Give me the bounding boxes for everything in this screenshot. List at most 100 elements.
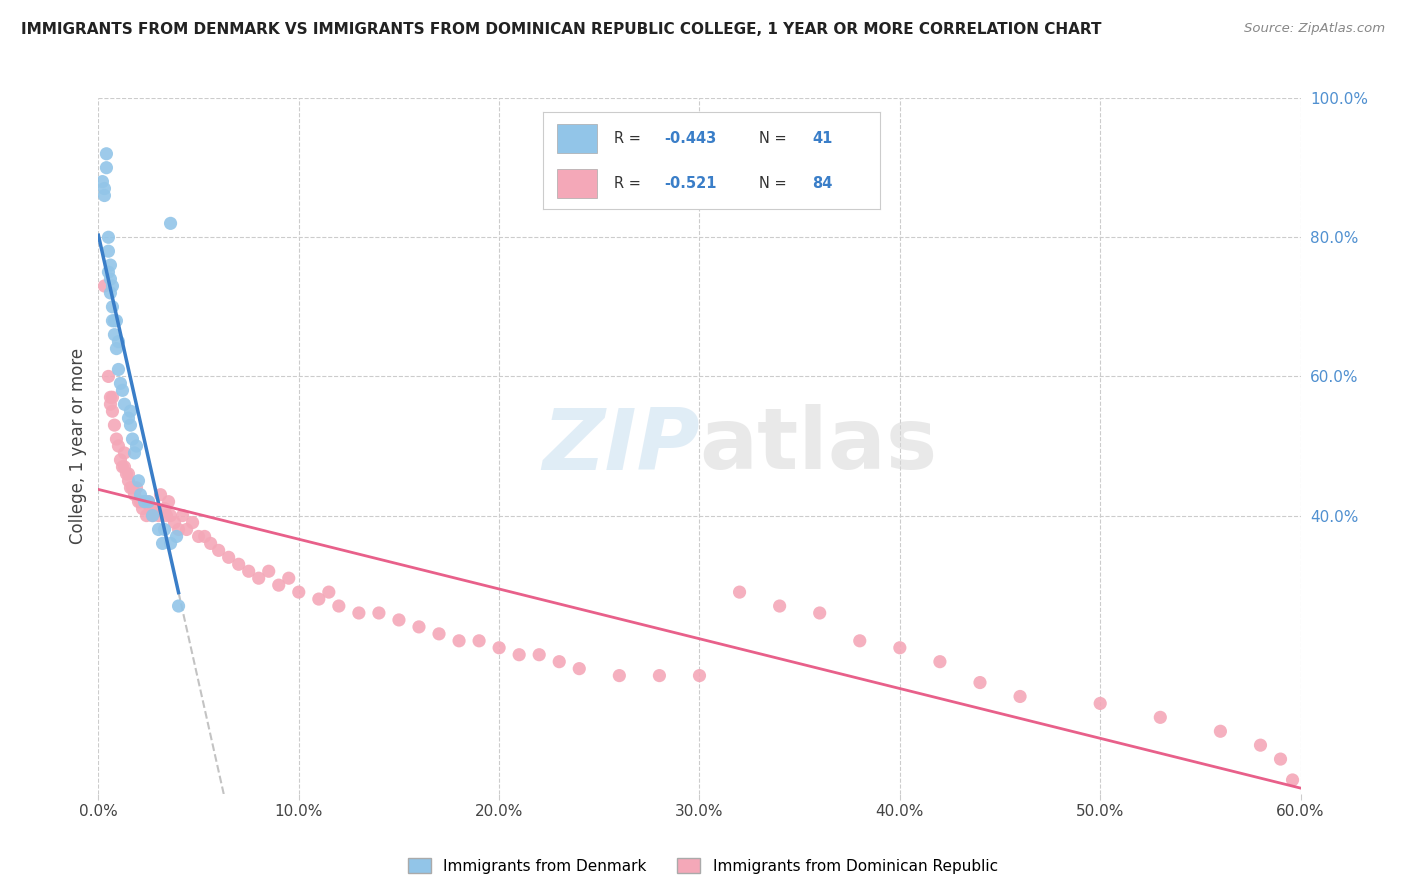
Point: [114, 397, 136, 411]
Point: [125, 439, 148, 453]
Point: [134, 494, 156, 508]
Point: [129, 494, 152, 508]
Point: [277, 571, 299, 585]
Point: [93, 279, 115, 293]
Point: [97, 369, 120, 384]
Point: [117, 411, 139, 425]
Point: [529, 648, 551, 662]
Point: [159, 216, 181, 230]
Point: [159, 536, 181, 550]
Point: [96, 146, 118, 161]
Point: [100, 272, 122, 286]
Point: [103, 327, 125, 342]
Point: [187, 529, 209, 543]
Point: [172, 508, 194, 523]
Point: [143, 501, 166, 516]
Point: [96, 161, 118, 175]
Point: [176, 523, 198, 537]
Point: [117, 467, 139, 481]
Point: [148, 508, 170, 523]
Point: [257, 564, 280, 578]
Point: [308, 592, 330, 607]
Point: [155, 508, 177, 523]
Point: [139, 501, 162, 516]
Point: [368, 606, 391, 620]
Point: [163, 516, 186, 530]
Point: [105, 432, 128, 446]
Point: [105, 342, 128, 356]
Text: IMMIGRANTS FROM DENMARK VS IMMIGRANTS FROM DOMINICAN REPUBLIC COLLEGE, 1 YEAR OR: IMMIGRANTS FROM DENMARK VS IMMIGRANTS FR…: [21, 22, 1101, 37]
Point: [218, 550, 240, 565]
Point: [1281, 772, 1303, 787]
Point: [929, 655, 952, 669]
Point: [120, 404, 142, 418]
Point: [889, 640, 911, 655]
Point: [157, 494, 180, 508]
Point: [447, 633, 470, 648]
Point: [100, 285, 122, 300]
Point: [107, 334, 129, 349]
Point: [488, 640, 510, 655]
Text: ZIP: ZIP: [541, 404, 700, 488]
Point: [388, 613, 411, 627]
Point: [288, 585, 311, 599]
Point: [120, 418, 142, 433]
Point: [101, 404, 124, 418]
Point: [141, 508, 163, 523]
Point: [200, 536, 222, 550]
Point: [101, 390, 124, 404]
Point: [111, 384, 134, 398]
Point: [115, 467, 138, 481]
Point: [689, 668, 711, 682]
Point: [93, 181, 115, 195]
Point: [1149, 710, 1171, 724]
Point: [1209, 724, 1232, 739]
Point: [93, 188, 115, 202]
Point: [728, 585, 751, 599]
Point: [141, 508, 163, 523]
Point: [117, 474, 139, 488]
Point: [107, 362, 129, 376]
Point: [648, 668, 671, 682]
Point: [166, 529, 188, 543]
Point: [97, 265, 120, 279]
Y-axis label: College, 1 year or more: College, 1 year or more: [69, 348, 87, 544]
Point: [135, 508, 157, 523]
Point: [131, 501, 153, 516]
Point: [129, 488, 152, 502]
Point: [138, 494, 160, 508]
Point: [110, 453, 132, 467]
Point: [97, 230, 120, 244]
Point: [120, 481, 142, 495]
Point: [159, 508, 181, 523]
Point: [153, 501, 176, 516]
Point: [1010, 690, 1032, 704]
Point: [769, 599, 792, 613]
Point: [427, 627, 450, 641]
Point: [101, 314, 124, 328]
Point: [153, 523, 176, 537]
Point: [508, 648, 530, 662]
Point: [318, 585, 340, 599]
Point: [167, 599, 190, 613]
Point: [124, 446, 146, 460]
Legend: Immigrants from Denmark, Immigrants from Dominican Republic: Immigrants from Denmark, Immigrants from…: [402, 852, 1004, 880]
Point: [1250, 738, 1272, 752]
Point: [91, 175, 114, 189]
Point: [228, 558, 250, 572]
Point: [124, 488, 146, 502]
Point: [134, 494, 156, 508]
Point: [100, 258, 122, 272]
Point: [194, 529, 217, 543]
Point: [125, 481, 148, 495]
Point: [121, 432, 143, 446]
Point: [149, 488, 172, 502]
Point: [138, 494, 160, 508]
Point: [347, 606, 370, 620]
Point: [107, 439, 129, 453]
Point: [101, 300, 124, 314]
Point: [111, 459, 134, 474]
Point: [103, 314, 125, 328]
Point: [808, 606, 831, 620]
Text: atlas: atlas: [700, 404, 938, 488]
